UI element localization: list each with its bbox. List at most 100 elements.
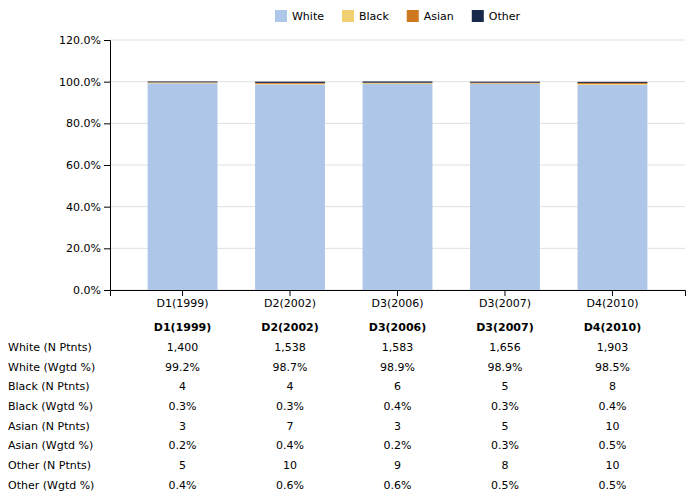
table-cell: 10	[605, 420, 619, 433]
bar-segment	[470, 82, 540, 84]
y-tick-mark	[104, 207, 110, 208]
table-header: D3(2007)	[476, 321, 533, 334]
y-tick-mark	[104, 165, 110, 166]
bar-segment	[148, 82, 218, 84]
bar-segment	[363, 84, 433, 290]
table-cell: 6	[394, 380, 401, 393]
table-cell: 10	[283, 459, 297, 472]
legend-item: Black	[342, 10, 389, 23]
table-row-label: Black (N Ptnts)	[8, 380, 90, 393]
legend-item: Asian	[407, 10, 454, 23]
x-tick: D1(1999)	[157, 290, 209, 310]
table-header: D3(2006)	[369, 321, 426, 334]
bar-segment	[470, 84, 540, 290]
table-cell: 0.3%	[169, 400, 197, 413]
table-header: D2(2002)	[261, 321, 318, 334]
x-tick-mark	[397, 290, 398, 296]
bar-segment	[578, 85, 648, 290]
x-tick-label: D4(2010)	[586, 297, 638, 310]
x-axis: D1(1999) D2(2002) D3(2006) D3(2007) D4(2010)	[111, 290, 686, 310]
bar-segment	[363, 82, 433, 83]
table-cell: 1,903	[597, 341, 629, 354]
y-axis: 0.0% 20.0% 40.0% 60.0% 80.0% 100.0% 120.0%	[59, 34, 110, 297]
y-tick: 100.0%	[59, 76, 110, 89]
bar-segment	[148, 83, 218, 290]
x-tick-label: D2(2002)	[264, 297, 316, 310]
y-tick-label: 0.0%	[73, 284, 101, 297]
table-cell: 0.3%	[276, 400, 304, 413]
table-cell: 3	[394, 420, 401, 433]
table-row-label: Asian (Wgtd %)	[8, 439, 93, 452]
table-cell: 4	[287, 380, 294, 393]
table: D1(1999)D2(2002)D3(2006)D3(2007)D4(2010)…	[8, 321, 641, 491]
table-row-label: Other (Wgtd %)	[8, 479, 94, 492]
table-cell: 0.3%	[491, 400, 519, 413]
table-cell: 0.3%	[491, 439, 519, 452]
table-cell: 0.5%	[598, 479, 626, 492]
table-row-label: Black (Wgtd %)	[8, 400, 93, 413]
x-tick-mark	[504, 290, 505, 296]
bars	[148, 81, 648, 290]
legend-label: Asian	[424, 10, 454, 23]
table-cell: 0.4%	[276, 439, 304, 452]
bar-segment	[470, 82, 540, 83]
table-cell: 5	[501, 380, 508, 393]
table-cell: 7	[287, 420, 294, 433]
table-cell: 9	[394, 459, 401, 472]
table-row-label: White (Wgtd %)	[8, 361, 95, 374]
x-tick-label: D3(2007)	[479, 297, 531, 310]
grid-line	[110, 81, 685, 82]
table-cell: 10	[605, 459, 619, 472]
table-cell: 99.2%	[165, 361, 200, 374]
table-cell: 98.9%	[380, 361, 415, 374]
grid-line	[110, 40, 685, 41]
bar-segment	[470, 83, 540, 85]
x-tick-label: D3(2006)	[371, 297, 423, 310]
table-row-label: Other (N Ptnts)	[8, 459, 91, 472]
bar-segment	[148, 82, 218, 83]
y-tick-mark	[104, 82, 110, 83]
legend-item: Other	[472, 10, 521, 23]
y-tick: 40.0%	[66, 201, 110, 214]
x-tick: D3(2006)	[371, 290, 423, 310]
x-tick-mark	[290, 290, 291, 296]
table-cell: 0.5%	[491, 479, 519, 492]
x-tick-mark	[182, 290, 183, 296]
table-cell: 1,400	[167, 341, 199, 354]
table-cell: 0.4%	[598, 400, 626, 413]
y-tick-mark	[104, 40, 110, 41]
y-tick-label: 120.0%	[59, 34, 101, 47]
legend-swatch	[342, 10, 354, 22]
table-cell: 98.5%	[595, 361, 630, 374]
y-tick: 60.0%	[66, 159, 110, 172]
x-tick-label: D1(1999)	[157, 297, 209, 310]
legend-label: Other	[489, 10, 521, 23]
legend-label: White	[292, 10, 324, 23]
table-cell: 98.9%	[488, 361, 523, 374]
table-cell: 5	[179, 459, 186, 472]
y-axis-line	[104, 41, 111, 291]
table-cell: 0.6%	[384, 479, 412, 492]
y-tick-label: 40.0%	[66, 201, 101, 214]
y-tick-label: 60.0%	[66, 159, 101, 172]
x-axis-line	[111, 291, 686, 297]
table-header: D1(1999)	[154, 321, 211, 334]
table-cell: 0.5%	[598, 439, 626, 452]
y-tick-label: 80.0%	[66, 117, 101, 130]
table-cell: 5	[501, 420, 508, 433]
legend-swatch	[472, 10, 484, 22]
y-tick-label: 100.0%	[59, 76, 101, 89]
table-cell: 0.4%	[384, 400, 412, 413]
table-cell: 3	[179, 420, 186, 433]
table-row-label: Asian (N Ptnts)	[8, 420, 90, 433]
table-cell: 4	[179, 380, 186, 393]
table-cell: 0.4%	[169, 479, 197, 492]
legend-item: White	[275, 10, 324, 23]
bar-segment	[255, 83, 325, 85]
x-tick-mark	[612, 290, 613, 296]
bar-segment	[578, 82, 648, 83]
table-row-label: White (N Ptnts)	[8, 341, 92, 354]
y-tick: 20.0%	[66, 242, 110, 255]
table-cell: 0.2%	[384, 439, 412, 452]
bar-segment	[255, 84, 325, 290]
